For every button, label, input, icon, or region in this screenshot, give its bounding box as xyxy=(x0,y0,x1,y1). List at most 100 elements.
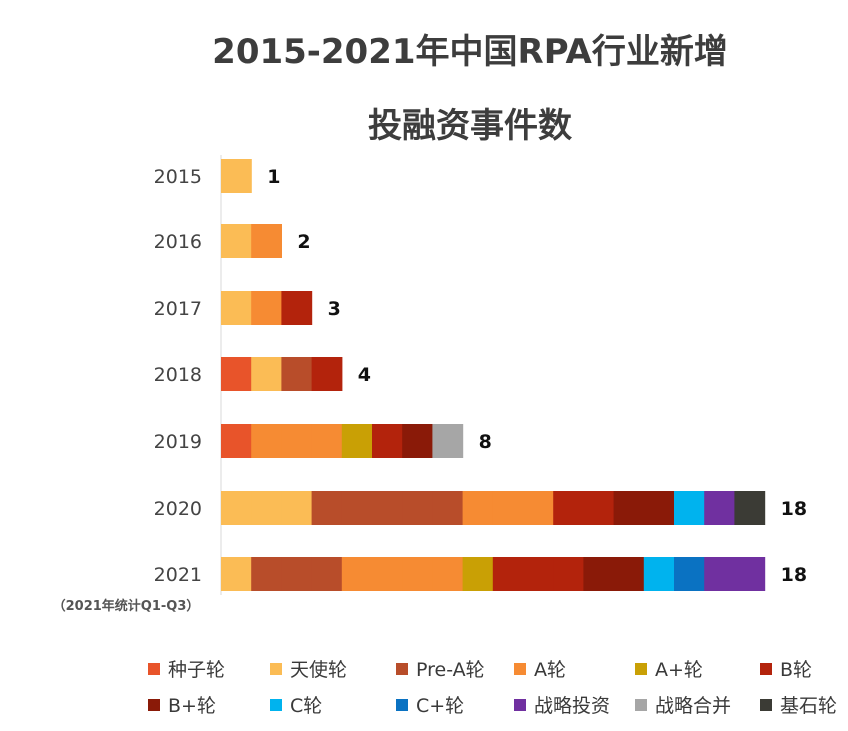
legend-label: Pre-A轮 xyxy=(416,659,485,681)
bar-segment-2021-17 xyxy=(704,557,735,591)
chart-title-line2: 投融资事件数 xyxy=(368,106,572,146)
y-tick-label-2021: 2021 xyxy=(154,564,202,586)
bar-segment-2020-9 xyxy=(462,491,494,525)
legend-label: A轮 xyxy=(534,659,566,681)
bar-segment-2021-8 xyxy=(432,557,464,591)
bar-segment-2021-16 xyxy=(674,557,705,591)
legend-swatch xyxy=(396,662,408,675)
bar-segment-2018-3 xyxy=(281,357,313,391)
legend-item-12: 基石轮 xyxy=(760,691,837,718)
bar-segment-2019-4 xyxy=(311,424,343,458)
bar-segment-2016-2 xyxy=(251,224,282,258)
bar-segment-2021-7 xyxy=(402,557,433,591)
bar-segment-2019-7 xyxy=(402,424,433,458)
legend-item-3: Pre-A轮 xyxy=(396,655,485,682)
bar-segment-2020-7 xyxy=(402,491,433,525)
bar-segment-2019-6 xyxy=(372,424,403,458)
legend-item-11: 战略合并 xyxy=(635,691,731,718)
total-label-2021: 18 xyxy=(781,564,807,586)
bar-segment-2020-6 xyxy=(372,491,403,525)
bar-segment-2017-3 xyxy=(281,291,313,325)
legend-swatch xyxy=(760,662,772,675)
total-label-2018: 4 xyxy=(358,364,371,386)
legend-label: 种子轮 xyxy=(168,659,226,681)
legend-item-10: 战略投资 xyxy=(514,691,610,718)
legend-swatch xyxy=(270,698,282,711)
y-tick-label-2020: 2020 xyxy=(154,498,202,520)
legend-item-8: C轮 xyxy=(270,691,322,718)
bar-segment-2019-1 xyxy=(221,424,252,458)
bar-segment-2021-6 xyxy=(372,557,403,591)
y-tick-label-2018: 2018 xyxy=(154,364,202,386)
legend-swatch xyxy=(270,662,282,675)
bar-segment-2021-18 xyxy=(734,557,766,591)
bar-segment-2020-4 xyxy=(311,491,343,525)
bar-segment-2021-1 xyxy=(221,557,252,591)
bar-segment-2021-5 xyxy=(341,557,373,591)
legend-label: B轮 xyxy=(780,659,813,681)
bar-segment-2020-13 xyxy=(583,491,615,525)
bar-segment-2021-9 xyxy=(462,557,494,591)
total-label-2019: 8 xyxy=(479,431,492,453)
total-label-2020: 18 xyxy=(781,498,807,520)
legend-item-2: 天使轮 xyxy=(270,655,347,682)
bar-segment-2020-8 xyxy=(432,491,464,525)
bar-segment-2015-1 xyxy=(221,159,252,193)
chart-title-line1: 2015-2021年中国RPA行业新增 xyxy=(212,32,728,72)
bar-segment-2021-13 xyxy=(583,557,615,591)
bar-segment-2020-12 xyxy=(553,491,584,525)
bar-segment-2017-1 xyxy=(221,291,252,325)
bar-segment-2021-2 xyxy=(251,557,282,591)
bar-segment-2020-17 xyxy=(704,491,735,525)
bar-segment-2021-11 xyxy=(523,557,554,591)
bar-segment-2019-5 xyxy=(341,424,373,458)
legend-label: 天使轮 xyxy=(290,659,348,681)
total-label-2015: 1 xyxy=(267,166,280,188)
y-tick-label-2015: 2015 xyxy=(154,166,202,188)
bar-segment-2019-8 xyxy=(432,424,464,458)
legend-label: C轮 xyxy=(290,695,323,717)
bar-segment-2020-10 xyxy=(492,491,524,525)
legend-label: 战略投资 xyxy=(534,695,611,717)
bar-segment-2019-3 xyxy=(281,424,313,458)
legend-label: C+轮 xyxy=(416,695,465,717)
legend-swatch xyxy=(514,698,526,711)
bar-segment-2021-14 xyxy=(613,557,645,591)
legend-item-5: A+轮 xyxy=(635,655,703,682)
total-label-2017: 3 xyxy=(328,298,341,320)
bar-segment-2020-16 xyxy=(674,491,705,525)
bar-segment-2019-2 xyxy=(251,424,282,458)
total-label-2016: 2 xyxy=(297,231,310,253)
bar-segment-2020-2 xyxy=(251,491,282,525)
legend-item-1: 种子轮 xyxy=(148,655,225,682)
y-tick-note-2021: （2021年统计Q1-Q3） xyxy=(53,598,200,614)
bar-segment-2018-2 xyxy=(251,357,282,391)
bar-segment-2021-4 xyxy=(311,557,343,591)
legend-swatch xyxy=(635,662,647,675)
legend-label: A+轮 xyxy=(655,659,703,681)
y-tick-label-2019: 2019 xyxy=(154,431,202,453)
legend-item-9: C+轮 xyxy=(396,691,464,718)
legend-item-7: B+轮 xyxy=(148,691,216,718)
bar-segment-2020-15 xyxy=(643,491,675,525)
legend-label: 基石轮 xyxy=(780,695,838,717)
bar-segment-2020-3 xyxy=(281,491,313,525)
bar-segment-2016-1 xyxy=(221,224,252,258)
bar-segment-2021-10 xyxy=(492,557,524,591)
bar-segment-2021-12 xyxy=(553,557,584,591)
bar-segment-2020-5 xyxy=(341,491,373,525)
bar-segment-2020-14 xyxy=(613,491,645,525)
legend-swatch xyxy=(514,662,526,675)
legend-swatch xyxy=(148,698,160,711)
bar-segment-2021-15 xyxy=(643,557,675,591)
bar-segment-2020-1 xyxy=(221,491,252,525)
legend-label: B+轮 xyxy=(168,695,216,717)
bar-segment-2018-4 xyxy=(311,357,343,391)
y-tick-label-2016: 2016 xyxy=(154,231,202,253)
chart-plot-area: 2015 1 2016 2 2017 3 2018 4 2019 8 2020 18 2021 18 （20… xyxy=(53,155,807,614)
bar-segment-2018-1 xyxy=(221,357,252,391)
legend-label: 战略合并 xyxy=(655,695,732,717)
legend-swatch xyxy=(148,662,160,675)
legend-swatch xyxy=(760,698,772,711)
legend-swatch xyxy=(635,698,647,711)
